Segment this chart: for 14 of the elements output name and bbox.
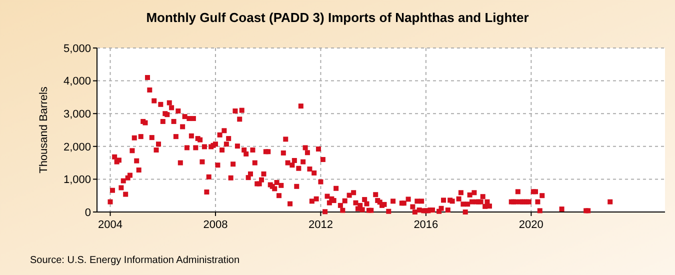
x-tick-label: 2004 — [98, 219, 122, 231]
y-tick-label: 1,000 — [63, 174, 91, 186]
chart-title: Monthly Gulf Coast (PADD 3) Imports of Naphthas and Lighter — [146, 10, 529, 25]
x-tick-label: 2012 — [308, 219, 333, 231]
y-tick-label: 2,000 — [63, 141, 91, 154]
x-tick-label: 2016 — [414, 219, 438, 231]
y-tick-label: 0 — [84, 206, 91, 219]
source-note: Source: U.S. Energy Information Administration — [30, 255, 240, 266]
y-tick-label: 4,000 — [63, 76, 91, 88]
y-tick-label: 5,000 — [63, 42, 91, 55]
y-tick-label: 3,000 — [63, 108, 91, 120]
x-tick-label: 2008 — [203, 219, 228, 231]
x-tick-label: 2020 — [518, 219, 544, 231]
y-axis-title: Thousand Barrels — [38, 86, 50, 174]
